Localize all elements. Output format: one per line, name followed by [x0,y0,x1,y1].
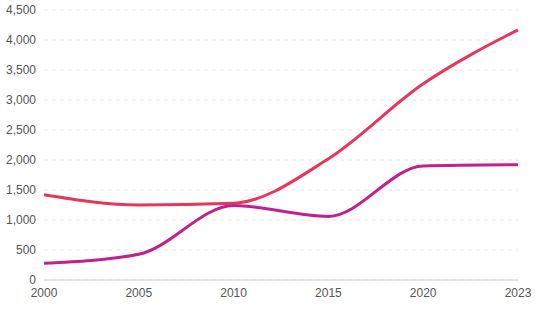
svg-text:0: 0 [29,273,36,287]
svg-text:2,500: 2,500 [8,123,36,137]
svg-text:2,000: 2,000 [8,153,36,167]
svg-text:2020: 2020 [410,286,437,300]
svg-text:2015: 2015 [315,286,342,300]
svg-text:2023: 2023 [505,286,527,300]
svg-text:1,500: 1,500 [8,183,36,197]
svg-text:2005: 2005 [125,286,152,300]
svg-text:500: 500 [16,243,36,257]
svg-text:3,500: 3,500 [8,63,36,77]
svg-text:2010: 2010 [220,286,247,300]
svg-text:4,500: 4,500 [8,3,36,17]
svg-text:1,000: 1,000 [8,213,36,227]
svg-text:4,000: 4,000 [8,33,36,47]
svg-text:2000: 2000 [31,286,58,300]
svg-text:3,000: 3,000 [8,93,36,107]
